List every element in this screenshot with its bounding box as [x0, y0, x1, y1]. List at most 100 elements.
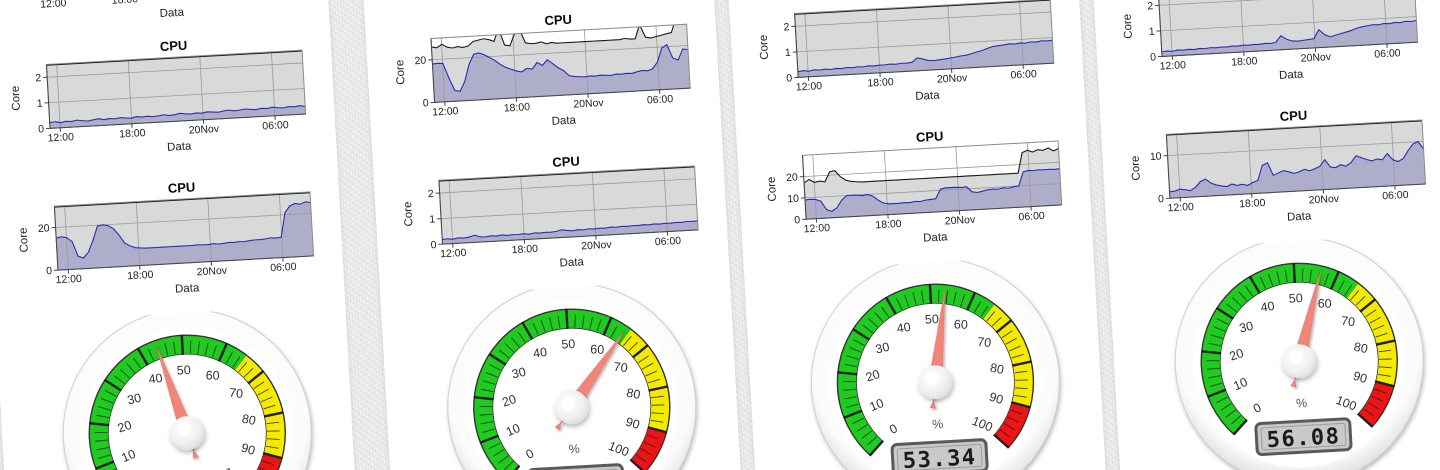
x-tick-label: 06:00: [270, 261, 297, 274]
x-tick-label: 20Nov: [581, 239, 613, 253]
y-tick-label: 0: [46, 265, 53, 277]
gauge-dial-number: 10: [1231, 375, 1249, 393]
x-tick-label: 18:00: [111, 0, 138, 7]
gauge-dial-number: 50: [176, 363, 191, 378]
gauge-dial-number: 20: [1228, 346, 1246, 364]
y-axis-label: Core: [1130, 155, 1143, 181]
x-tick-label: 12:00: [1167, 201, 1194, 214]
gauge-percent-label: %: [1296, 396, 1308, 411]
gauge-dial-number: 90: [240, 441, 257, 458]
y-tick-label: 2: [428, 188, 435, 200]
gauge-band-yellow: [619, 329, 670, 433]
y-tick-label: 10: [1150, 150, 1162, 163]
y-axis-label: Core: [766, 176, 779, 202]
gauge-lcd: 53.34: [890, 438, 989, 470]
gauge-dial-number: 70: [977, 335, 992, 350]
gauge-dial-number: 10: [868, 396, 886, 414]
gauge-band-yellow: [1347, 283, 1398, 387]
gauge-band-green: [837, 284, 995, 456]
y-tick-label: 1: [36, 98, 43, 110]
gauge-dial-number: 50: [1288, 291, 1303, 306]
x-tick-label: 20Nov: [573, 97, 605, 111]
host-column-3: CPU Core 0 1 2 12:00 18:00 20Nov 06:00 Data CPU Cor…: [715, 0, 1127, 470]
gauge-dial-number: 70: [228, 386, 243, 401]
x-axis-label: Data: [1287, 210, 1313, 223]
x-tick-label: 18:00: [1231, 55, 1258, 68]
x-tick-label: 06:00: [647, 93, 674, 106]
y-axis-label: Core: [1122, 14, 1135, 40]
x-tick-label: 06:00: [1018, 210, 1045, 223]
gauge-dial-number: 20: [500, 392, 518, 410]
cpu-graph[interactable]: CPU Core 0 20 12:00 18:00 20Nov 06:00 Data: [13, 168, 320, 312]
gauge-dial-number: 60: [590, 342, 604, 356]
y-tick-label: 20: [38, 222, 50, 235]
x-tick-label: 12:00: [55, 273, 82, 286]
y-tick-label: 0: [430, 239, 437, 251]
cpu-graph[interactable]: CPU Core 0 10 20 12:00 18:00 20Nov 06:00 Data: [761, 117, 1068, 261]
y-tick-label: 0: [30, 0, 37, 2]
x-tick-label: 18:00: [867, 76, 894, 89]
y-tick-label: 0: [422, 97, 429, 109]
cpu-chart-svg: CPU Core 0 10 20 12:00 18:00 20Nov 06:00 Data: [766, 128, 1063, 245]
y-tick-label: 0: [786, 72, 793, 84]
chart-title: CPU: [544, 12, 572, 29]
y-axis-label: Core: [394, 59, 407, 85]
x-tick-label: 06:00: [655, 235, 682, 248]
gauge-dial-number: 90: [988, 390, 1005, 407]
gauge-dial-number: 30: [510, 365, 527, 382]
gauge-dial-number: 70: [613, 360, 628, 375]
cpu-graph[interactable]: CPU Core 0 20 12:00 18:00 20Nov 06:00 Data: [390, 0, 697, 144]
gauge-dial-number: 70: [1340, 314, 1355, 329]
x-axis-label: Data: [551, 114, 577, 127]
x-tick-label: 06:00: [1010, 68, 1037, 81]
x-axis-label: Data: [923, 231, 949, 244]
y-axis-label: Core: [402, 201, 415, 227]
chart-title: CPU: [552, 153, 580, 170]
gauge-percent-label: %: [184, 468, 196, 470]
gauge-dial-number: 90: [1352, 369, 1369, 386]
x-axis-label: Data: [915, 90, 941, 103]
gauge-dial-number: 40: [148, 371, 164, 387]
x-axis-label: Data: [175, 282, 201, 295]
x-axis-label: Data: [159, 7, 185, 20]
chart-title: CPU: [916, 128, 944, 145]
host-column-1: CPU Core 0 1 2 12:00 18:00 20Nov 06:00 Data CPU Cor…: [0, 0, 376, 470]
chart-title: CPU: [908, 0, 936, 3]
y-tick-label: 0: [1158, 193, 1165, 205]
x-axis-label: Data: [559, 256, 585, 269]
gauge-dial-number: 60: [206, 368, 220, 382]
y-tick-label: 1: [429, 213, 436, 225]
gauge-percent-label: %: [568, 442, 580, 457]
y-tick-label: 2: [783, 21, 790, 33]
gauge-dial-number: 80: [241, 412, 257, 428]
x-tick-label: 12:00: [803, 222, 830, 235]
gauge-lcd: 56.08: [1254, 417, 1353, 456]
x-axis-label: Data: [1279, 69, 1305, 82]
gauge-dial-number: 30: [874, 340, 891, 357]
y-tick-label: 10: [787, 193, 799, 206]
gauge-dial-number: 30: [126, 391, 143, 408]
x-tick-label: 20Nov: [1300, 51, 1332, 65]
gauge-dial-number: 40: [532, 345, 548, 361]
x-tick-label: 18:00: [1239, 197, 1266, 210]
cpu-graph[interactable]: CPU Core 0 10 12:00 18:00 20Nov 06:00 Data: [1125, 96, 1432, 240]
gauge-value-display: 56.08: [1266, 424, 1341, 453]
gauge-dial-number: 50: [561, 337, 576, 352]
y-tick-label: 0: [1150, 51, 1157, 63]
gauge-dial-number: 30: [1238, 319, 1255, 336]
usage-gauge: 0 10 20 30 40 50 60 70 80 90 100% 53.34: [799, 255, 1074, 470]
